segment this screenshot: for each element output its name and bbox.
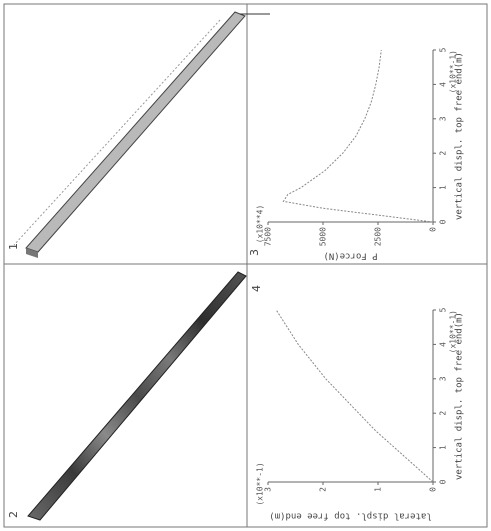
panel-label: 2 <box>7 511 20 518</box>
y-tick-label: 0 <box>429 487 438 492</box>
contour-plate <box>28 272 246 520</box>
data-line <box>283 50 433 222</box>
y-scale-note: (x10**4) <box>256 205 265 244</box>
x-tick-label: 5 <box>439 307 448 312</box>
y-tick-label: 2500 <box>374 227 383 246</box>
x-tick-label: 0 <box>439 479 448 484</box>
x-tick-label: 1 <box>439 445 448 450</box>
x-tick-label: 2 <box>439 151 448 156</box>
plate <box>26 12 245 252</box>
panel-label: 1 <box>7 243 20 250</box>
panel-label: 4 <box>250 285 263 292</box>
y-axis-title: P Force(N) <box>323 251 377 261</box>
x-tick-label: 4 <box>439 82 448 87</box>
outline <box>14 20 220 245</box>
x-tick-label: 4 <box>439 342 448 347</box>
x-tick-label: 2 <box>439 411 448 416</box>
y-tick-label: 1 <box>374 487 383 492</box>
y-tick-label: 2 <box>319 487 328 492</box>
x-tick-label: 3 <box>439 116 448 121</box>
x-tick-label: 5 <box>439 47 448 52</box>
y-scale-note: (x10**-1) <box>256 462 265 505</box>
data-line <box>276 310 433 482</box>
x-tick-label: 0 <box>439 219 448 224</box>
x-scale-note: (x10**-1) <box>449 50 458 93</box>
y-tick-label: 5000 <box>319 227 328 246</box>
panel-label: 3 <box>248 249 261 256</box>
y-axis-title: lateral displ. top free end(m) <box>269 511 432 521</box>
figure: 1 2 30123450250050007500vertical displ. … <box>0 0 491 531</box>
y-tick-label: 0 <box>429 227 438 232</box>
x-scale-note: (x10**-1) <box>449 310 458 353</box>
frame <box>4 4 487 527</box>
y-tick-label: 3 <box>264 487 273 492</box>
x-tick-label: 3 <box>439 376 448 381</box>
x-tick-label: 1 <box>439 185 448 190</box>
y-tick-label: 7500 <box>264 227 273 246</box>
